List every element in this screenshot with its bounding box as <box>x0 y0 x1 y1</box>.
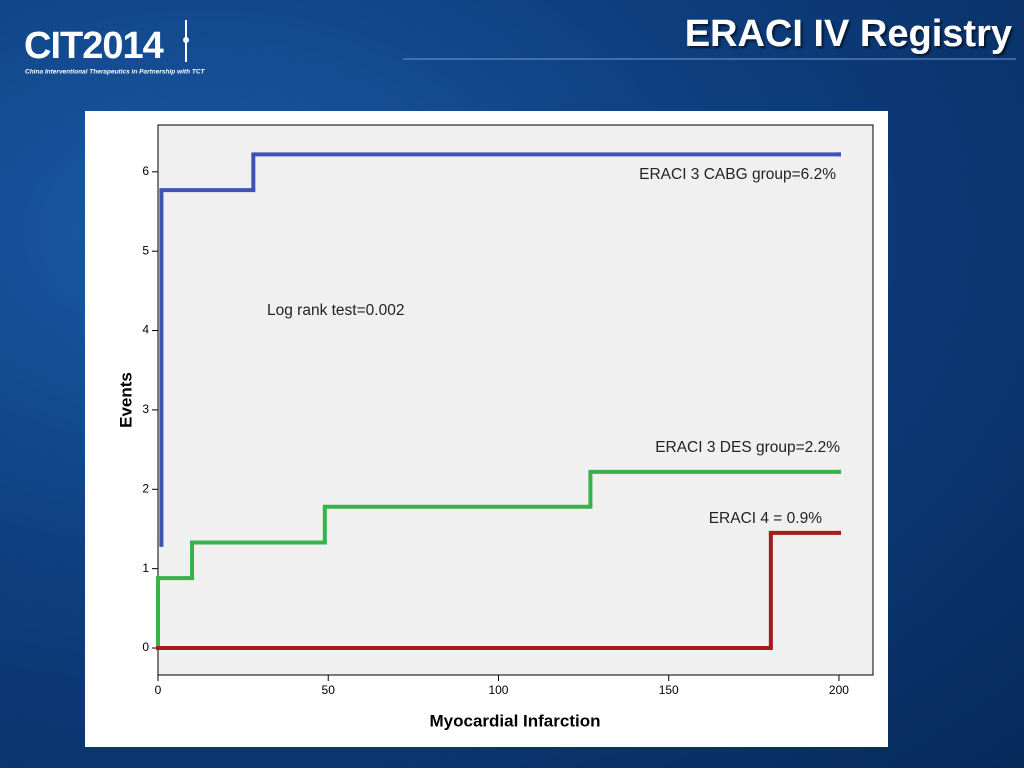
series-label: ERACI 3 CABG group=6.2% <box>639 166 836 183</box>
annotation: Log rank test=0.002 <box>267 302 404 319</box>
logo-subtitle: China Interventional Therapeutics in Par… <box>25 69 206 76</box>
x-tick-label: 0 <box>155 683 162 697</box>
y-axis-label: Events <box>116 372 135 428</box>
logo: CIT2014 <box>24 25 164 67</box>
y-tick-label: 1 <box>142 561 149 575</box>
y-tick-label: 6 <box>142 164 149 178</box>
y-tick-label: 0 <box>142 640 149 654</box>
series-label: ERACI 4 = 0.9% <box>709 510 823 527</box>
y-tick-label: 5 <box>142 243 149 257</box>
slide-title: ERACI IV Registry <box>685 13 1012 55</box>
x-tick-label: 100 <box>488 683 508 697</box>
plot-area <box>157 124 874 676</box>
y-tick-label: 2 <box>142 481 149 495</box>
y-tick-label: 3 <box>142 402 149 416</box>
y-tick-label: 4 <box>142 323 149 337</box>
x-axis-label: Myocardial Infarction <box>430 711 601 730</box>
x-tick-label: 150 <box>659 683 679 697</box>
x-tick-label: 50 <box>322 683 336 697</box>
logo-tower-ball <box>183 37 189 43</box>
x-tick-label: 200 <box>829 683 849 697</box>
series-label: ERACI 3 DES group=2.2% <box>655 439 840 456</box>
